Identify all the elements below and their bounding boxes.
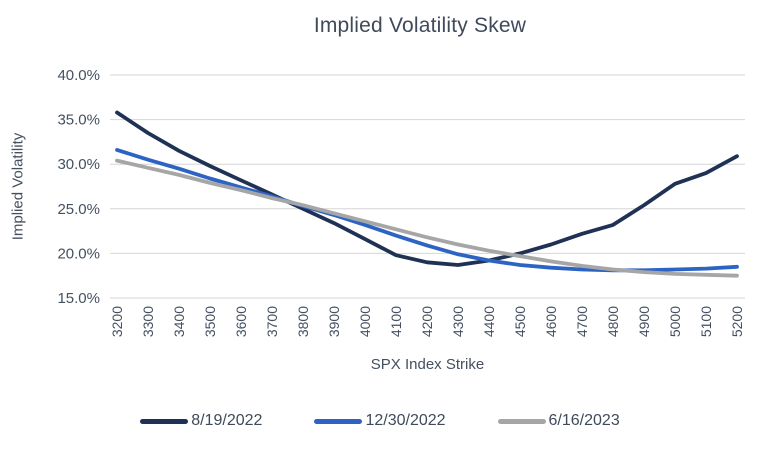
series-line-6-16-2023 — [115, 158, 739, 278]
y-tick-label: 25.0% — [57, 201, 100, 218]
legend-label: 12/30/2022 — [365, 412, 446, 429]
x-tick-label: 4600 — [543, 306, 559, 337]
legend-item: 12/30/2022 — [314, 412, 446, 430]
series-line-8-19-2022 — [115, 110, 739, 267]
legend-item: 6/16/2023 — [497, 412, 620, 430]
x-tick-label: 4400 — [481, 306, 497, 337]
y-tick-label: 20.0% — [57, 245, 100, 262]
x-tick-label: 4300 — [450, 306, 466, 337]
x-tick-label: 3300 — [140, 306, 156, 337]
x-tick-label: 4000 — [357, 306, 373, 337]
y-tick-label: 15.0% — [57, 290, 100, 307]
x-tick-label: 3900 — [326, 306, 342, 337]
x-tick-label: 4700 — [574, 306, 590, 337]
legend-swatch-icon — [497, 418, 546, 424]
y-tick-label: 30.0% — [57, 156, 100, 173]
legend-item: 8/19/2022 — [140, 412, 262, 430]
x-tick-label: 3700 — [264, 306, 280, 337]
legend-label: 8/19/2022 — [191, 412, 263, 429]
legend-label: 6/16/2023 — [548, 412, 620, 429]
x-tick-label: 3600 — [233, 306, 249, 337]
x-tick-label: 4900 — [636, 306, 652, 337]
x-tick-label: 3400 — [171, 306, 187, 337]
x-tick-label: 5000 — [667, 306, 683, 337]
x-tick-label: 5200 — [729, 306, 745, 337]
legend-swatch-icon — [314, 418, 363, 424]
x-tick-label: 4800 — [605, 306, 621, 337]
x-tick-label: 3200 — [109, 306, 125, 337]
legend-swatch-icon — [140, 418, 189, 424]
x-tick-label: 3800 — [295, 306, 311, 337]
x-tick-label: 4100 — [388, 306, 404, 337]
y-tick-label: 35.0% — [57, 112, 100, 129]
y-tick-label: 40.0% — [57, 67, 100, 84]
legend: 8/19/2022 12/30/2022 6/16/2023 — [70, 412, 690, 430]
chart-title: Implied Volatility Skew — [313, 14, 527, 37]
x-tick-label: 3500 — [202, 306, 218, 337]
x-tick-label: 5100 — [698, 306, 714, 337]
x-axis-title: SPX Index Strike — [370, 356, 485, 373]
x-tick-label: 4200 — [419, 306, 435, 337]
x-tick-label: 4500 — [512, 306, 528, 337]
